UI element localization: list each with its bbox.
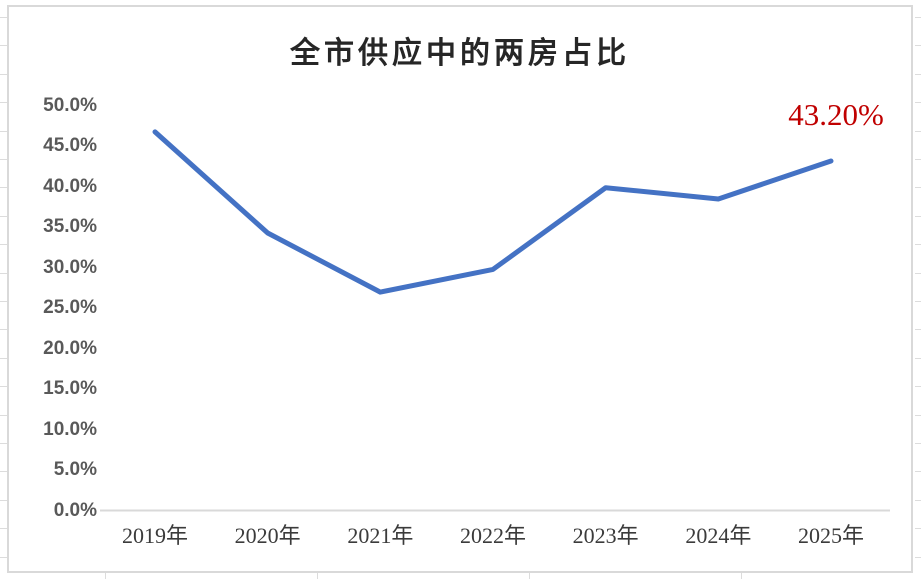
sheet-column-gridline [317, 573, 318, 579]
y-axis-tick-label: 50.0% [43, 95, 97, 116]
x-axis-category-label: 2024年 [685, 523, 752, 548]
sheet-row-gridline [0, 216, 7, 217]
sheet-row-gridline [915, 358, 921, 359]
sheet-row-gridline [0, 45, 7, 46]
series-line-two-bedroom-share [152, 129, 834, 295]
y-axis-tick-label: 35.0% [43, 216, 97, 238]
sheet-row-gridline [0, 131, 7, 132]
sheet-row-gridline [915, 415, 921, 416]
sheet-row-gridline [0, 557, 7, 558]
y-axis-tick-label: 0.0% [53, 499, 97, 521]
sheet-column-gridline [529, 573, 530, 579]
sheet-row-gridline [915, 301, 921, 302]
sheet-row-gridline [915, 45, 921, 46]
sheet-column-gridline [741, 573, 742, 579]
sheet-row-gridline [0, 187, 7, 188]
sheet-row-gridline [0, 329, 7, 330]
y-axis-tick-label: 5.0% [53, 459, 97, 481]
sheet-row-gridline [915, 216, 921, 217]
y-axis-tick-label: 15.0% [43, 378, 97, 400]
sheet-row-gridline [0, 471, 7, 472]
x-axis-category-label: 2022年 [459, 523, 526, 548]
x-axis-category-label: 2019年 [121, 523, 188, 548]
y-axis-tick-label: 20.0% [43, 337, 97, 359]
sheet-row-gridline [915, 102, 921, 103]
sheet-row-gridline [0, 102, 7, 103]
x-axis-category-label: 2025年 [797, 523, 864, 548]
x-axis-category-label: 2020年 [234, 523, 301, 548]
sheet-row-gridline [915, 159, 921, 160]
sheet-row-gridline [915, 500, 921, 501]
sheet-row-gridline [915, 187, 921, 188]
sheet-row-gridline [0, 17, 7, 18]
x-axis-category-label: 2021年 [347, 523, 414, 548]
sheet-row-gridline [915, 244, 921, 245]
chart-area[interactable] [7, 5, 913, 573]
y-axis-tick-label: 40.0% [43, 175, 97, 197]
sheet-row-gridline [915, 471, 921, 472]
x-axis-category-label: 2023年 [572, 523, 639, 548]
y-axis-tick-label: 30.0% [43, 256, 97, 278]
y-axis-tick-label: 25.0% [43, 297, 97, 319]
sheet-row-gridline [0, 358, 7, 359]
x-axis-category-labels: 2019年 2020年 2021年 2022年 2023年 2024年 2025年 [0, 523, 921, 553]
sheet-row-gridline [0, 159, 7, 160]
sheet-row-gridline [915, 131, 921, 132]
last-point-data-label: 43.20% [788, 97, 884, 132]
chart-title: 全市供应中的两房占比 [290, 37, 630, 70]
sheet-row-gridline [0, 301, 7, 302]
y-axis-tick-label: 45.0% [43, 135, 97, 157]
sheet-column-gridline [105, 573, 106, 579]
y-axis-tick-labels: 0.0% 5.0% 10.0% 15.0% 20.0% 25.0% 30.0% 35.0% 40… [0, 0, 97, 579]
y-axis-tick-label: 10.0% [43, 418, 97, 440]
sheet-row-gridline [0, 244, 7, 245]
sheet-row-gridline [915, 557, 921, 558]
sheet-row-gridline [915, 443, 921, 444]
sheet-row-gridline [0, 415, 7, 416]
sheet-row-gridline [0, 273, 7, 274]
sheet-row-gridline [915, 74, 921, 75]
sheet-row-gridline [915, 386, 921, 387]
sheet-row-gridline [915, 17, 921, 18]
sheet-row-gridline [0, 443, 7, 444]
sheet-row-gridline [0, 500, 7, 501]
sheet-row-gridline [915, 528, 921, 529]
sheet-row-gridline [0, 386, 7, 387]
sheet-row-gridline [0, 74, 7, 75]
sheet-row-gridline [0, 528, 7, 529]
sheet-row-gridline [915, 273, 921, 274]
sheet-row-gridline [915, 329, 921, 330]
